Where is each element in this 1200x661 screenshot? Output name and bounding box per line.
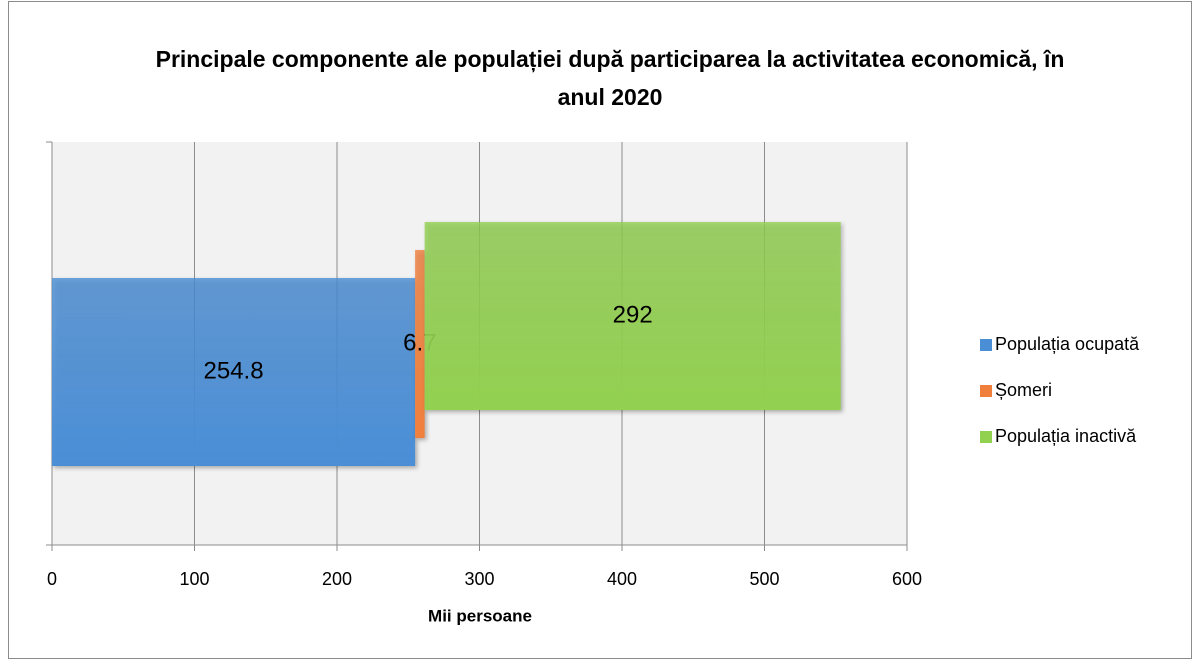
legend-label: Populația inactivă — [995, 426, 1137, 446]
legend-swatch — [980, 385, 992, 397]
legend-swatch — [980, 431, 992, 443]
x-tick-label: 600 — [892, 569, 922, 589]
x-tick-label: 400 — [607, 569, 637, 589]
data-label: 292 — [613, 301, 653, 328]
x-tick-label: 0 — [47, 569, 57, 589]
chart-title: Principale componente ale populației dup… — [155, 46, 1065, 110]
x-tick-label: 200 — [322, 569, 352, 589]
legend-label: Șomeri — [995, 380, 1052, 400]
legend-swatch — [980, 339, 992, 351]
bar — [424, 222, 841, 410]
x-axis-label: Mii persoane — [428, 606, 532, 625]
x-tick-label: 300 — [464, 569, 494, 589]
x-tick-label: 100 — [179, 569, 209, 589]
bar — [415, 250, 425, 438]
legend-label: Populația ocupată — [995, 334, 1140, 354]
data-label: 254.8 — [204, 357, 264, 384]
x-tick-label: 500 — [749, 569, 779, 589]
bar — [52, 278, 416, 466]
